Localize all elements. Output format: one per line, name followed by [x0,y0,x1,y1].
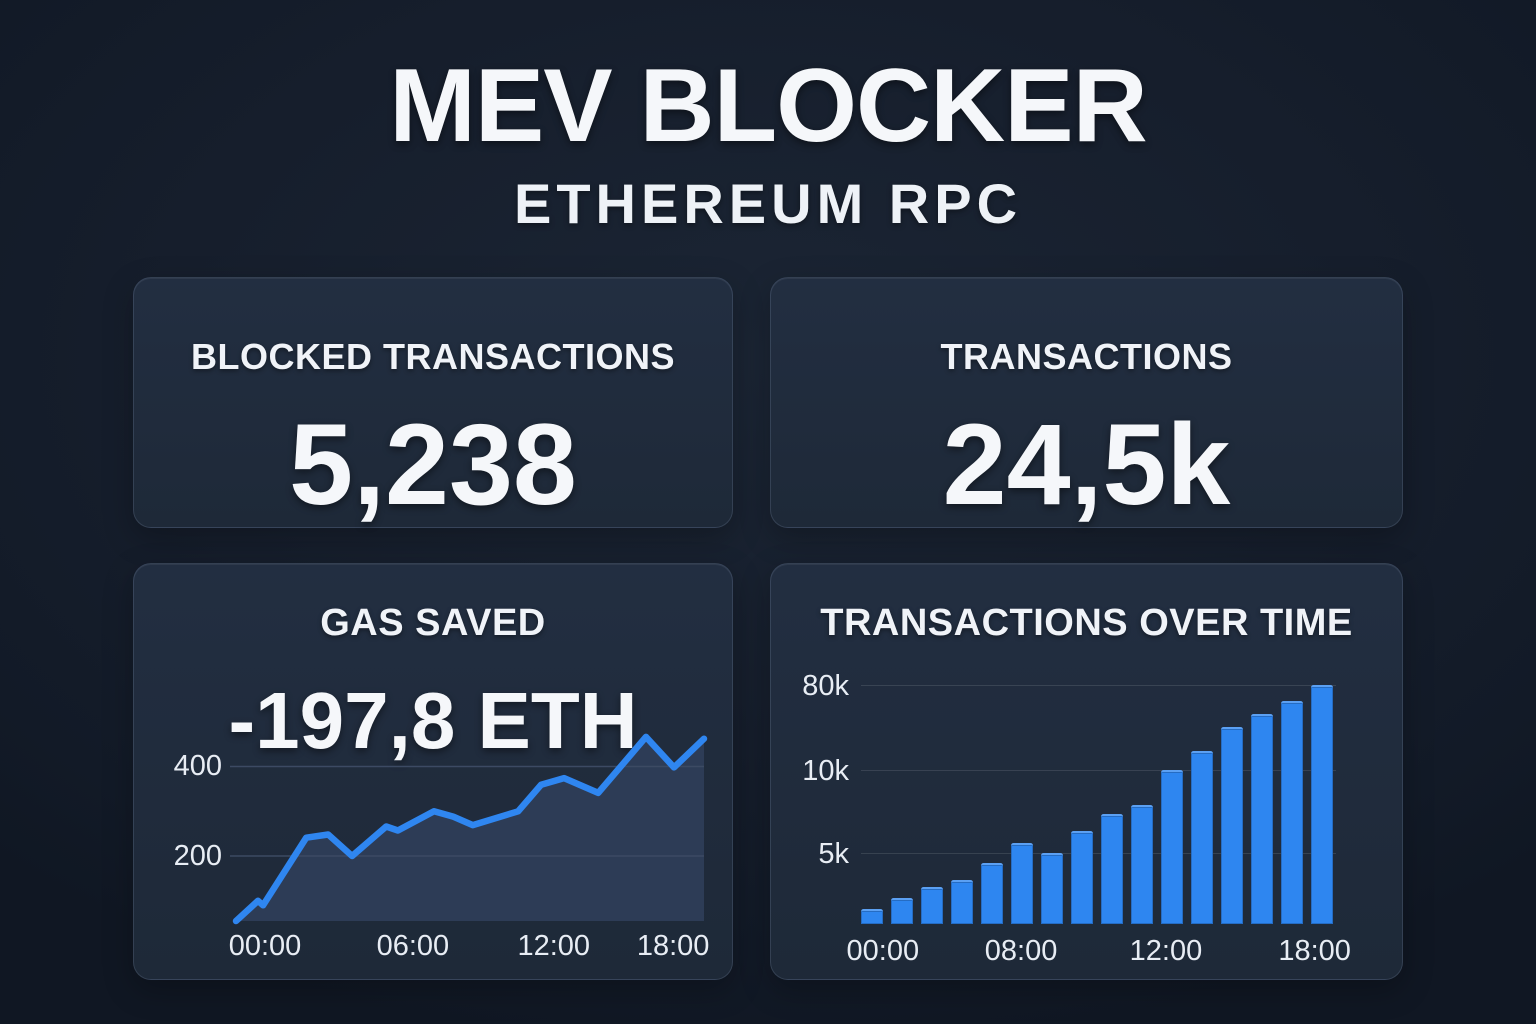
bar-9 [1101,814,1123,924]
blocked-transactions-card: BLOCKED TRANSACTIONS 5,238 [133,277,733,528]
gas-xtick-00:00: 00:00 [228,930,302,962]
transactions-over-time-card: TRANSACTIONS OVER TIME 80k 10k 5k 00:00 08:0… [770,563,1403,980]
gas-ytick-200: 200 [173,840,222,873]
bar-ytick-10k: 10k [802,755,849,787]
blocked-transactions-value: 5,238 [289,401,577,529]
gas-chart-svg [230,733,708,925]
bar-xtick-08:00: 08:00 [984,935,1058,967]
bar-1 [861,909,883,924]
bar-gridline-10k [861,769,1336,771]
bar-6 [1011,843,1033,924]
header: MEV BLOCKER ETHEREUM RPC [0,48,1536,236]
bar-11 [1161,770,1183,924]
bar-14 [1251,714,1273,924]
page-subtitle: ETHEREUM RPC [513,172,1023,236]
bar-10 [1131,805,1153,924]
bar-ytick-5k: 5k [818,838,849,870]
gas-area-fill [236,736,704,921]
bar-2 [891,898,913,924]
gas-saved-card: GAS SAVED -197,8 ETH 400 200 00:00 06:00 12:… [133,563,733,980]
transactions-label: TRANSACTIONS [940,336,1233,377]
bar-5 [981,863,1003,924]
transactions-card: TRANSACTIONS 24,5k [770,277,1403,528]
bar-ytick-80k: 80k [802,670,849,702]
transactions-value: 24,5k [942,401,1231,529]
bar-4 [951,880,973,924]
gas-line [232,733,708,925]
bar-chart-plot [861,674,1336,924]
page-title: MEV BLOCKER [389,48,1147,164]
bar-xtick-12:00: 12:00 [1129,935,1203,967]
gas-xtick-18:00: 18:00 [636,930,710,962]
bar-16 [1311,685,1333,924]
bar-13 [1221,727,1243,924]
gas-saved-value: -197,8 ETH [228,676,638,765]
gas-xtick-06:00: 06:00 [376,930,450,962]
gas-saved-label: GAS SAVED [320,602,546,644]
bar-gridline-80k [861,684,1336,686]
gas-chart-plot [230,733,708,925]
bar-7 [1041,853,1063,924]
bar-xtick-18:00: 18:00 [1278,935,1351,967]
blocked-transactions-label: BLOCKED TRANSACTIONS [191,336,675,377]
gas-ytick-400: 400 [173,750,222,783]
bar-gridline-5k [861,852,1336,854]
bar-xtick-00:00: 00:00 [846,935,920,967]
bar-15 [1281,701,1303,924]
bar-3 [921,887,943,924]
bar-8 [1071,831,1093,924]
bar-12 [1191,751,1213,924]
transactions-over-time-label: TRANSACTIONS OVER TIME [820,602,1353,644]
gas-xtick-12:00: 12:00 [517,930,591,962]
